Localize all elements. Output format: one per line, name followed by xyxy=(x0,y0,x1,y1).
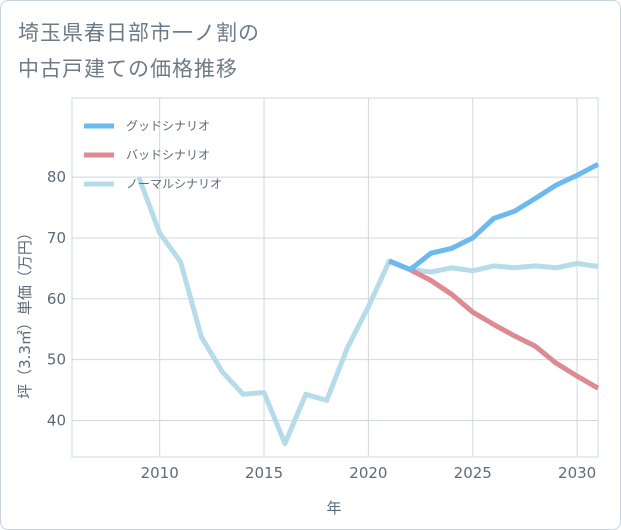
legend-label: バッドシナリオ xyxy=(126,148,210,162)
y-tick-label: 60 xyxy=(47,290,66,308)
y-axis-ticks: 40 50 60 70 80 xyxy=(47,168,66,429)
y-axis-title: 坪（3.3㎡）単価（万円） xyxy=(16,225,34,399)
x-tick-label: 2010 xyxy=(141,464,179,482)
plot-area-frame xyxy=(71,97,599,458)
legend-label: ノーマルシナリオ xyxy=(126,177,222,191)
y-tick-label: 40 xyxy=(47,411,66,429)
y-tick-label: 70 xyxy=(47,229,66,247)
x-tick-label: 2020 xyxy=(349,464,387,482)
x-tick-label: 2015 xyxy=(245,464,283,482)
y-tick-label: 50 xyxy=(47,351,66,369)
chart-title: 埼玉県春日部市一ノ割の 中古戸建ての価格推移 xyxy=(18,15,260,87)
series-line-1 xyxy=(388,258,600,391)
y-tick-label: 80 xyxy=(47,168,66,186)
series-line-0 xyxy=(388,162,600,273)
legend-label: グッドシナリオ xyxy=(126,119,210,133)
chart-title-line-1: 埼玉県春日部市一ノ割の xyxy=(18,21,260,45)
series-line-2 xyxy=(136,176,599,447)
x-tick-label: 2030 xyxy=(558,464,596,482)
chart-title-line-2: 中古戸建ての価格推移 xyxy=(18,57,238,81)
series-lines xyxy=(136,162,600,447)
x-axis-title: 年 xyxy=(326,499,341,517)
x-tick-label: 2025 xyxy=(454,464,492,482)
x-axis-ticks: 2010 2015 2020 2025 2030 xyxy=(141,464,597,482)
